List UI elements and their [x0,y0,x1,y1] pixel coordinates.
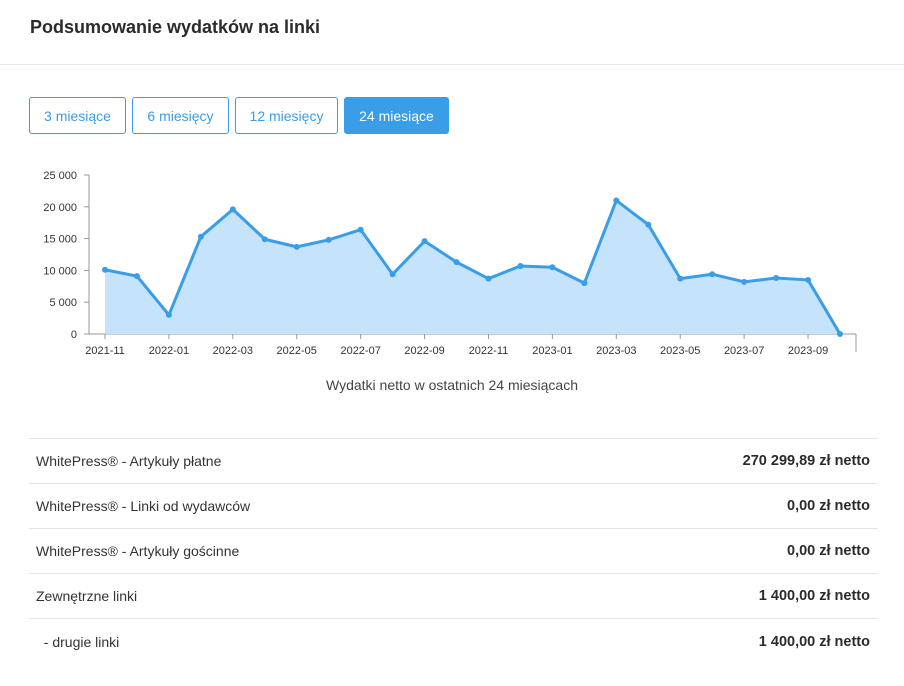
x-tick-label: 2021-11 [85,345,125,357]
row-value: 0,00 zł netto [787,498,870,514]
series-line [104,198,842,335]
row-value: 0,00 zł netto [787,543,870,559]
x-tick-label: 2023-05 [660,345,700,357]
data-point [197,233,204,240]
data-point [485,275,492,282]
x-tick-label: 2023-09 [788,345,828,357]
row-label: WhitePress® - Artykuły płatne [36,453,222,469]
data-point [837,331,843,337]
data-point [709,271,716,278]
range-tabs: 3 miesiące 6 miesięcy 12 miesięcy 24 mie… [29,97,455,134]
table-row: WhitePress® - Artykuły gościnne 0,00 zł … [29,529,878,574]
x-tick-label: 2023-01 [532,345,572,357]
row-value: 1 400,00 zł netto [758,588,870,604]
row-label: - drugie linki [36,633,120,650]
x-tick-label: 2022-07 [340,345,380,357]
data-point [581,280,588,287]
spend-chart: 0 5 000 10 000 15 000 20 000 25 000 2021-11 202… [0,160,904,360]
row-value: 270 299,89 zł netto [742,453,870,469]
tab-6-months[interactable]: 6 miesięcy [132,97,229,134]
data-point [741,278,748,285]
data-point [293,243,300,250]
x-tick-label: 2023-07 [724,345,764,357]
chart-caption: Wydatki netto w ostatnich 24 miesiącach [326,377,578,393]
x-tick-label: 2022-01 [149,345,189,357]
data-point [133,273,140,280]
y-tick-label: 25 000 [43,170,77,182]
data-point [613,197,620,204]
row-label: Zewnętrzne linki [36,588,138,604]
spend-chart-svg: 0 5 000 10 000 15 000 20 000 25 000 2021-11 202… [43,170,857,357]
row-value: 1 400,00 zł netto [758,633,870,650]
data-point [645,221,652,228]
table-row: Zewnętrzne linki 1 400,00 zł netto [29,574,878,619]
row-label: WhitePress® - Linki od wydawców [36,498,251,514]
y-tick-label: 10 000 [43,265,77,277]
data-point [325,236,332,243]
tab-12-months[interactable]: 12 miesięcy [235,97,338,134]
table-row: - drugie linki 1 400,00 zł netto [29,619,878,664]
data-point [261,236,268,243]
y-tick-label: 15 000 [43,234,77,246]
x-tick-label: 2023-03 [596,345,636,357]
tab-3-months[interactable]: 3 miesiące [29,97,126,134]
tab-24-months[interactable]: 24 miesiące [344,97,449,134]
data-point [165,311,172,318]
data-point [453,259,460,266]
table-row: WhitePress® - Linki od wydawców 0,00 zł … [29,484,878,529]
y-tick-label: 0 [71,329,77,341]
row-label: WhitePress® - Artykuły gościnne [36,543,240,559]
data-point [421,238,428,245]
x-tick-label: 2022-11 [469,345,509,357]
table-row: WhitePress® - Artykuły płatne 270 299,89… [29,439,878,484]
data-point [389,271,396,278]
data-point [549,264,556,271]
spend-summary-table: WhitePress® - Artykuły płatne 270 299,89… [29,438,878,664]
series-area [105,200,840,334]
data-point [229,206,236,213]
x-tick-label: 2022-03 [213,345,253,357]
data-point [517,262,524,269]
data-point [102,266,108,273]
x-tick-label: 2022-09 [404,345,444,357]
data-point [677,275,684,282]
panel-header: Podsumowanie wydatków na linki [0,0,904,65]
data-point [773,275,780,282]
y-tick-label: 20 000 [43,202,77,214]
y-tick-label: 5 000 [49,297,77,309]
page-title: Podsumowanie wydatków na linki [30,17,321,37]
data-point [805,276,812,283]
x-tick-label: 2022-05 [277,345,317,357]
data-point [357,226,364,233]
